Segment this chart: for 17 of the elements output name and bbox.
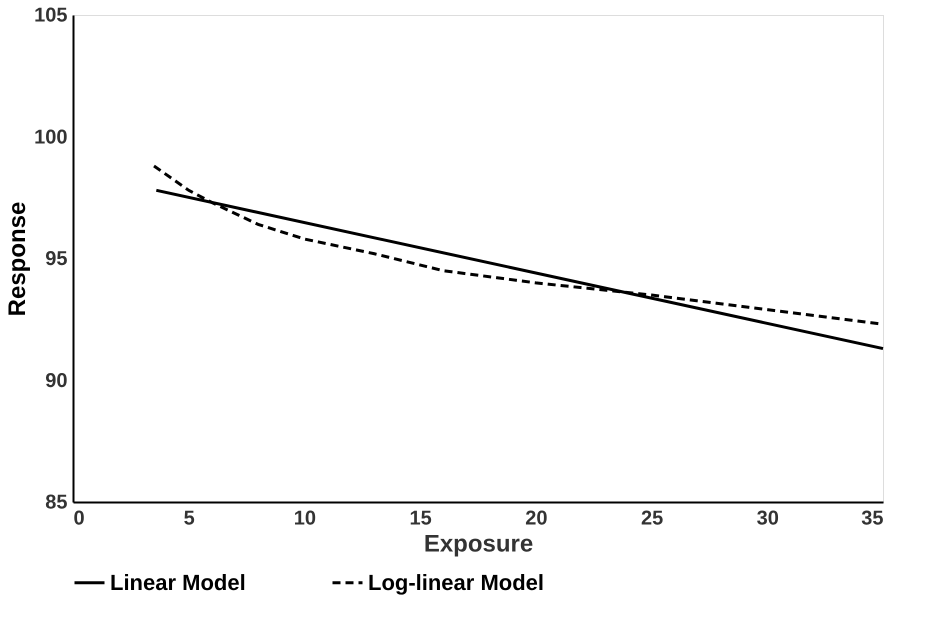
x-tick-label: 0 — [74, 508, 85, 530]
x-tick-label: 5 — [184, 508, 195, 530]
y-tick-label: 95 — [45, 248, 68, 270]
y-tick-label: 100 — [34, 126, 68, 148]
x-tick-label: 20 — [525, 508, 548, 530]
y-tick-label: 85 — [45, 492, 68, 514]
x-tick-label: 15 — [410, 508, 432, 530]
x-tick-label: 25 — [640, 508, 664, 530]
legend-label: Log-linear Model — [368, 570, 544, 595]
y-tick-label: 90 — [45, 370, 68, 392]
x-tick-label: 35 — [861, 508, 884, 530]
y-tick-label: 105 — [34, 4, 68, 26]
x-tick-label: 10 — [294, 508, 316, 530]
y-axis-title: Response — [4, 202, 32, 316]
x-tick-label: 30 — [756, 508, 779, 530]
legend-label: Linear Model — [110, 570, 246, 595]
x-axis-title: Exposure — [424, 530, 534, 558]
